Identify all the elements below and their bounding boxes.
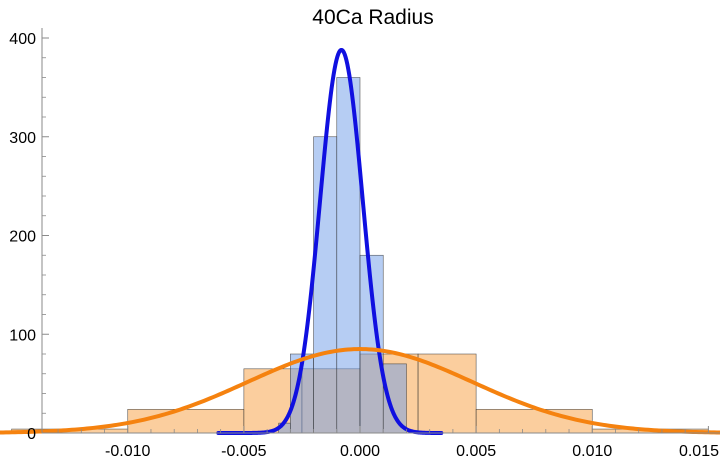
plot-area: 0 100 200 300 400 -0.010 -0.005 0.000 0.005 0.010… [0,28,720,460]
x-tick-label: 0.015 [679,443,719,460]
x-tick-label: 0.005 [456,443,496,460]
histogram-bar-orange-5 [417,353,477,434]
y-tick-label: 0 [27,426,36,443]
histogram-bar-blue-2 [313,136,338,434]
y-tick-label: 200 [9,229,36,246]
fit-curve-orange [0,347,720,435]
y-tick-label: 300 [9,130,36,147]
x-tick-label: 0.000 [340,443,380,460]
x-tick-label: -0.005 [221,443,266,460]
y-tick-label: 400 [9,31,36,48]
chart-title: 40Ca Radius [312,6,433,29]
x-tick-label: 0.010 [572,443,612,460]
x-tick-label: -0.010 [105,443,150,460]
y-tick-label: 100 [9,327,36,344]
